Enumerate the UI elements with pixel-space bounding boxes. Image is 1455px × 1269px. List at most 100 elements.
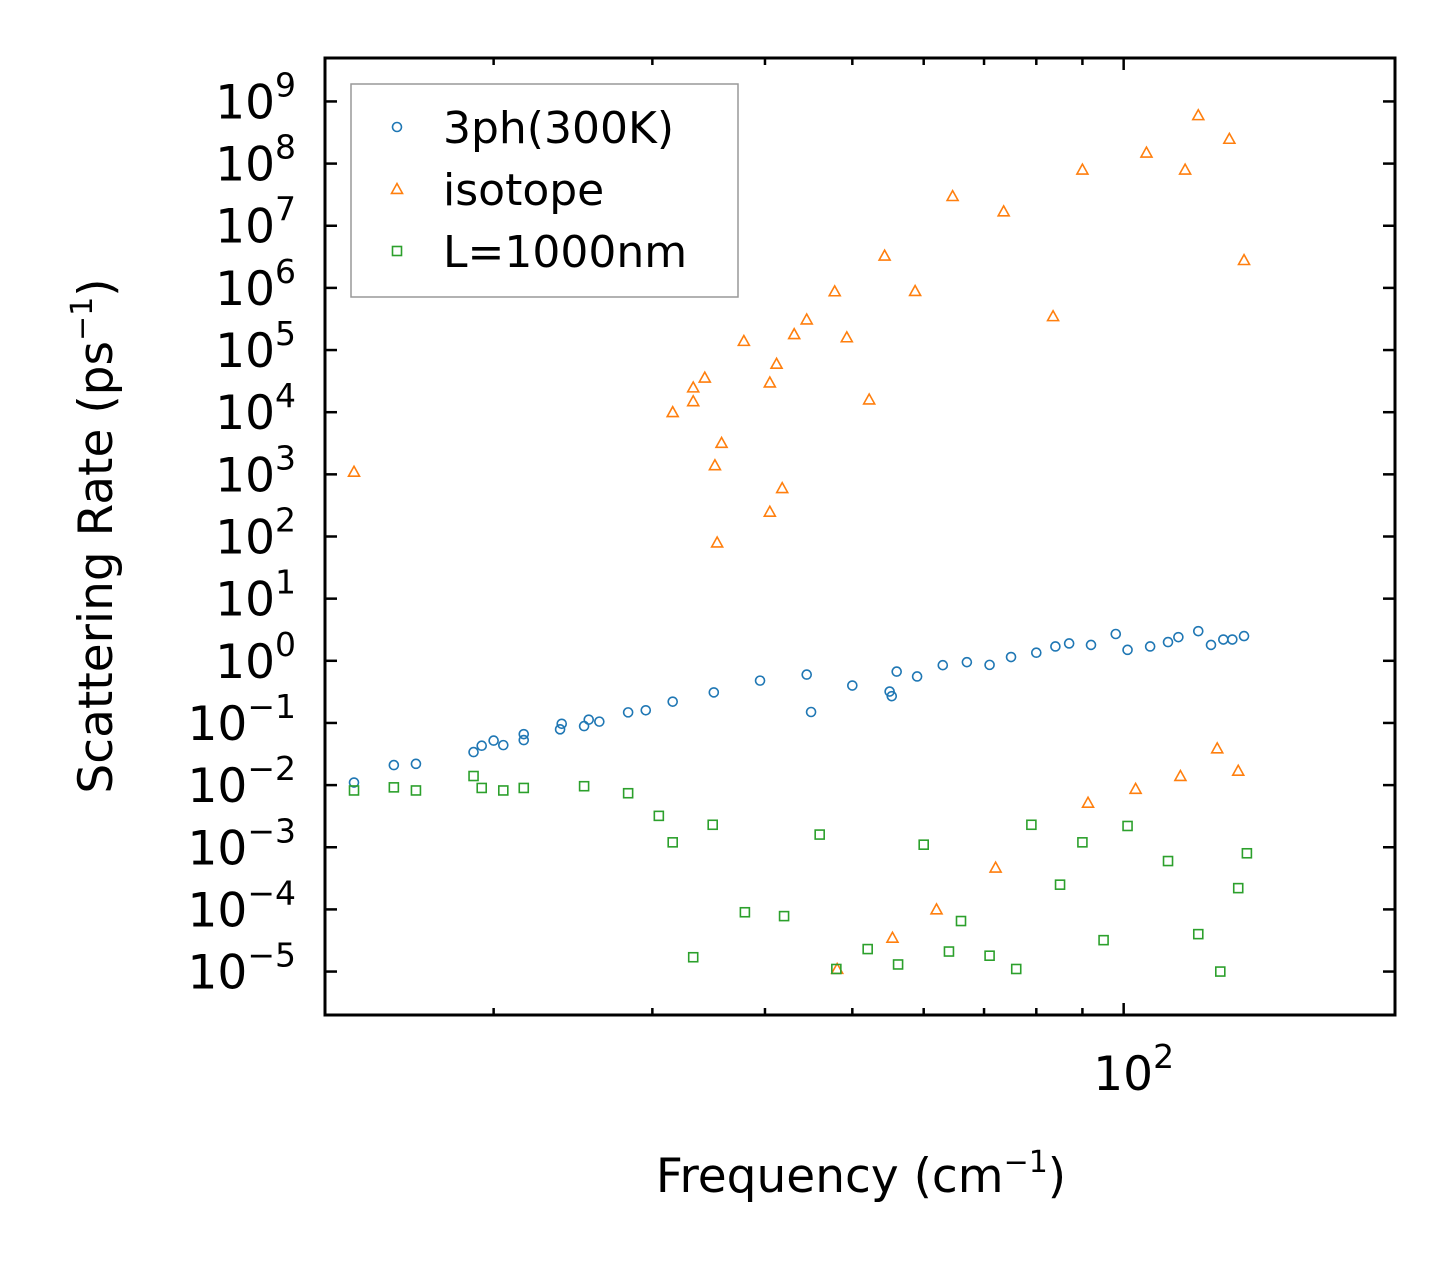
legend-box xyxy=(350,83,739,298)
data-point-circle xyxy=(1122,644,1133,656)
data-point-square xyxy=(1192,928,1204,940)
data-point-circle xyxy=(1173,631,1184,643)
data-point-triangle xyxy=(827,284,842,297)
data-point-square xyxy=(1054,879,1066,890)
data-point-circle xyxy=(708,687,720,698)
data-point-circle xyxy=(583,714,595,725)
data-point-square xyxy=(497,785,509,796)
data-point-triangle xyxy=(1128,781,1143,795)
data-points xyxy=(347,108,1253,977)
data-point-circle xyxy=(1218,634,1229,645)
y-tick-label: 108 xyxy=(215,128,296,193)
x-axis-label: Frequency (cm−1) xyxy=(656,1145,1066,1204)
data-point-square xyxy=(410,785,422,796)
legend-label: 3ph(300K) xyxy=(443,103,674,154)
data-point-circle xyxy=(554,724,566,735)
data-point-square xyxy=(814,829,825,840)
data-point-triangle xyxy=(697,370,712,383)
data-point-triangle xyxy=(769,356,784,370)
tick-marks xyxy=(325,58,1397,1015)
data-point-triangle xyxy=(737,333,751,347)
data-point-circle xyxy=(578,720,590,732)
data-point-circle xyxy=(410,758,422,770)
data-point-circle xyxy=(886,690,898,702)
y-tick-label: 10−4 xyxy=(188,873,296,938)
data-point-circle xyxy=(388,759,400,771)
data-point-square xyxy=(388,782,400,793)
data-point-square xyxy=(667,837,678,848)
data-point-triangle xyxy=(762,504,777,517)
x-tick-label: 102 xyxy=(1093,1037,1174,1102)
data-point-square xyxy=(468,770,479,782)
data-point-circle xyxy=(911,671,923,682)
y-tick-labels: 10−510−410−310−210−110010110210310410510… xyxy=(188,65,296,1000)
data-point-triangle xyxy=(862,392,877,405)
data-point-circle xyxy=(805,706,817,718)
data-point-triangle xyxy=(1237,252,1251,266)
data-point-triangle xyxy=(885,930,900,943)
y-axis-label: Scattering Rate (ps−1) xyxy=(65,278,124,793)
data-point-circle xyxy=(594,716,605,727)
data-point-circle xyxy=(1144,641,1156,652)
series-circle xyxy=(348,625,1250,788)
y-tick-label: 10−2 xyxy=(188,749,296,814)
data-point-circle xyxy=(622,707,634,718)
data-point-square xyxy=(622,787,634,799)
data-point-square xyxy=(1010,963,1022,975)
data-point-square xyxy=(1232,882,1244,894)
data-point-circle xyxy=(1227,634,1238,645)
data-point-circle xyxy=(1050,641,1061,652)
data-point-triangle xyxy=(1046,309,1060,322)
data-point-circle xyxy=(1085,639,1097,651)
data-point-circle xyxy=(961,656,973,668)
data-point-triangle xyxy=(1139,145,1154,158)
x-tick-labels: 102 xyxy=(1093,1037,1174,1102)
data-point-triangle xyxy=(787,327,802,340)
data-point-square xyxy=(518,782,530,794)
data-point-circle xyxy=(984,659,995,671)
data-point-square xyxy=(687,951,699,963)
legend: 3ph(300K) isotope L=1000nm xyxy=(350,83,739,298)
y-tick-label: 107 xyxy=(215,190,296,255)
data-point-triangle xyxy=(1075,162,1090,175)
data-point-circle xyxy=(801,669,813,680)
y-tick-label: 103 xyxy=(215,438,296,503)
data-point-circle xyxy=(488,735,499,746)
data-point-triangle xyxy=(714,435,729,449)
legend-entries: 3ph(300K) isotope L=1000nm xyxy=(390,103,687,278)
data-point-triangle xyxy=(996,204,1011,217)
plot-frame xyxy=(323,56,1397,1017)
legend-label: L=1000nm xyxy=(443,227,687,278)
data-point-circle xyxy=(1192,625,1204,637)
data-point-circle xyxy=(937,659,949,671)
data-point-circle xyxy=(754,675,766,686)
data-point-circle xyxy=(1238,630,1250,642)
data-point-square xyxy=(955,915,967,927)
data-point-square xyxy=(862,943,873,955)
series-triangle xyxy=(347,108,1251,975)
data-point-circle xyxy=(518,728,530,740)
data-point-triangle xyxy=(839,330,854,343)
data-point-square xyxy=(1026,819,1037,831)
data-point-triangle xyxy=(799,312,814,325)
y-tick-label: 106 xyxy=(215,252,296,317)
data-point-triangle xyxy=(877,248,892,261)
data-point-triangle xyxy=(929,902,944,915)
data-point-circle xyxy=(640,704,652,716)
data-point-square xyxy=(1077,837,1088,848)
data-point-triangle xyxy=(1191,108,1206,121)
data-point-triangle xyxy=(762,375,777,388)
data-point-triangle xyxy=(988,860,1003,873)
legend-marker-circle xyxy=(391,121,403,133)
data-point-triangle xyxy=(1081,795,1095,808)
y-tick-label: 104 xyxy=(215,376,296,441)
data-point-triangle xyxy=(1231,763,1246,776)
data-point-square xyxy=(778,910,790,922)
data-point-square xyxy=(348,785,360,796)
data-point-square xyxy=(739,906,751,918)
data-point-circle xyxy=(891,666,902,677)
data-point-triangle xyxy=(908,283,922,297)
data-point-triangle xyxy=(708,458,722,471)
